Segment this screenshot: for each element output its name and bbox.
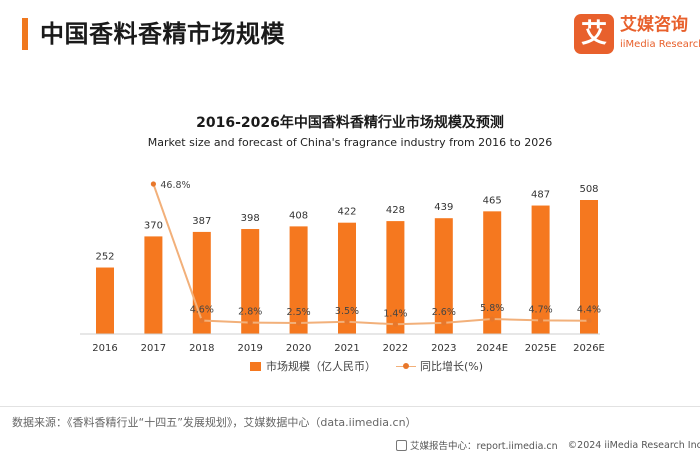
x-tick-label: 2017 xyxy=(141,343,166,354)
legend-line-label: 同比增长(%) xyxy=(420,360,484,373)
chart-title: 2016-2026年中国香料香精行业市场规模及预测 xyxy=(196,115,504,131)
growth-point xyxy=(441,320,447,326)
x-tick-label: 2026E xyxy=(573,343,605,354)
growth-point xyxy=(586,318,592,324)
bar-value-label: 487 xyxy=(531,190,550,201)
growth-point xyxy=(199,317,205,324)
bar xyxy=(96,267,114,334)
bar-value-label: 439 xyxy=(434,202,453,213)
growth-value-label: 4.7% xyxy=(529,304,553,315)
x-tick-label: 2016 xyxy=(92,343,117,354)
logo-mark-icon: 艾 xyxy=(574,14,614,54)
x-tick-label: 2019 xyxy=(237,343,262,354)
x-tick-label: 2023 xyxy=(431,343,456,354)
growth-point xyxy=(392,321,398,327)
bar-value-label: 508 xyxy=(579,184,598,195)
footer-divider xyxy=(0,406,700,407)
chart-legend: 市场规模（亿人民币） 同比增长(%) xyxy=(250,357,483,375)
growth-value-label: 46.8% xyxy=(160,180,190,191)
bar-value-label: 408 xyxy=(289,210,308,221)
x-tick-label: 2024E xyxy=(476,343,508,354)
growth-value-label: 4.6% xyxy=(190,304,214,315)
x-tick-label: 2018 xyxy=(189,343,214,354)
chart-subtitle: Market size and forecast of China's frag… xyxy=(147,136,553,149)
growth-point xyxy=(538,317,544,323)
footer: 艾媒报告中心：report.iimedia.cn ©2024 iiMedia R… xyxy=(396,438,700,452)
iimedia-logo: 艾 艾媒咨询 iiMedia Research xyxy=(574,14,700,58)
x-tick-label: 2022 xyxy=(383,343,408,354)
growth-value-label: 5.8% xyxy=(480,303,504,314)
bars-layer: 252 370 387 398 408 422 428 439 465 487 508 xyxy=(95,184,599,334)
bar-value-label: 428 xyxy=(386,205,405,216)
bar-value-label: 370 xyxy=(144,220,163,231)
bar-value-label: 398 xyxy=(241,213,260,224)
legend-line-swatch xyxy=(396,362,416,371)
logo-en-text: iiMedia Research xyxy=(620,39,700,50)
line-layer: 46.8% 4.6% 2.8% 2.5% 3.5% 1.4% 2.6% 5.8% 4.7% 4.4… xyxy=(150,180,601,327)
growth-value-label: 3.5% xyxy=(335,306,359,317)
bar xyxy=(580,200,598,334)
bar xyxy=(386,221,405,334)
growth-value-label: 2.6% xyxy=(432,307,456,318)
page-title: 中国香料香精市场规模 xyxy=(40,20,285,48)
growth-point xyxy=(344,319,350,325)
bar xyxy=(241,229,260,334)
bar-value-label: 465 xyxy=(483,195,502,206)
bar xyxy=(144,236,163,334)
report-center-icon xyxy=(396,439,407,451)
growth-value-label: 4.4% xyxy=(577,305,601,316)
copyright: ©2024 iiMedia Research Inc xyxy=(567,439,700,451)
x-tick-label: 2021 xyxy=(334,343,359,354)
bar xyxy=(483,211,502,334)
growth-value-label: 1.4% xyxy=(383,308,407,319)
growth-point xyxy=(247,320,253,326)
bar xyxy=(289,226,308,334)
growth-value-label: 2.8% xyxy=(238,307,262,318)
bar-value-label: 422 xyxy=(337,207,356,218)
title-accent-bar xyxy=(22,18,28,50)
growth-line xyxy=(152,183,590,326)
bar xyxy=(531,205,550,334)
x-tick-label: 2020 xyxy=(286,343,311,354)
growth-point xyxy=(489,316,495,322)
bar-value-label: 252 xyxy=(95,252,114,263)
legend-bar-swatch xyxy=(250,361,261,371)
legend-bar-label: 市场规模（亿人民币） xyxy=(266,360,376,373)
bar xyxy=(434,218,453,334)
bar xyxy=(338,222,356,334)
data-source: 数据来源：《香料香精行业“十四五”发展规划》，艾媒数据中心（data.iimed… xyxy=(12,416,417,429)
growth-point xyxy=(150,181,156,187)
bar-value-label: 387 xyxy=(192,216,211,227)
growth-value-label: 2.5% xyxy=(287,307,311,318)
axis-layer: 2016 2017 2018 2019 2020 2021 2022 2023 2024E 202… xyxy=(80,333,605,354)
x-tick-label: 2025E xyxy=(525,343,557,354)
logo-cn-text: 艾媒咨询 xyxy=(620,15,688,35)
report-center-link[interactable]: 艾媒报告中心：report.iimedia.cn xyxy=(410,441,558,452)
growth-point xyxy=(296,320,302,326)
